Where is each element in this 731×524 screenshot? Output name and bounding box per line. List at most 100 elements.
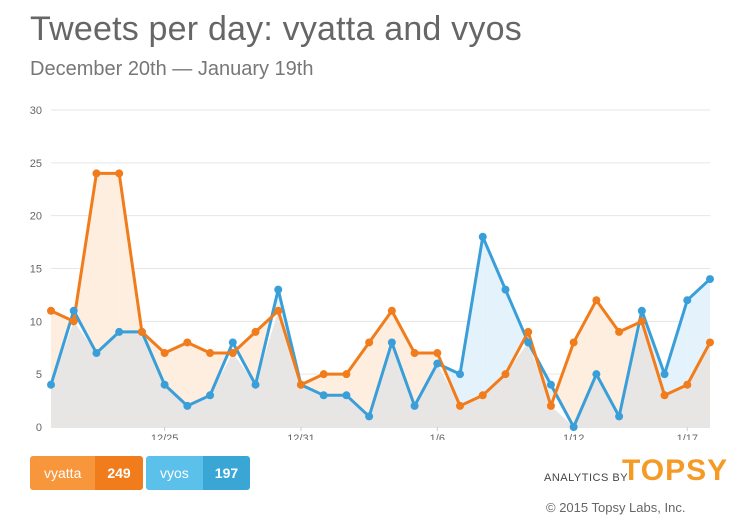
y-tick-label: 0 [36,422,42,434]
data-point-vyatta [228,349,237,358]
y-tick-label: 15 [30,264,42,276]
legend-vyatta-label: vyatta [30,456,96,490]
data-point-vyos [660,370,669,379]
data-point-vyatta [660,391,669,400]
data-point-vyos [69,306,78,315]
data-point-vyos [387,338,396,347]
y-tick-label: 20 [30,211,42,223]
data-point-vyatta [92,169,101,178]
x-tick-label: 12/31 [287,433,315,440]
data-point-vyos [592,370,601,379]
data-point-vyos [206,391,215,400]
data-point-vyos [501,285,510,294]
difference-area [346,342,370,417]
data-point-vyatta [296,380,305,389]
difference-area [505,289,526,375]
difference-area [323,374,347,396]
x-tick-label: 1/17 [677,433,698,440]
data-point-vyatta [274,306,283,315]
data-point-vyos [274,285,283,294]
data-point-vyos [365,412,374,421]
legend-vyos-total: 197 [202,456,251,490]
data-point-vyatta [524,327,533,336]
data-point-vyos [456,370,465,379]
x-tick-label: 12/25 [151,433,179,440]
data-point-vyos [683,296,692,305]
data-point-vyos [615,412,624,421]
series-line-vyos [49,235,712,429]
analytics-by-text: ANALYTICS BY [544,472,629,484]
data-point-vyos [160,380,169,389]
data-point-vyatta [115,169,124,178]
data-point-vyos [706,275,714,284]
data-point-vyatta [410,349,419,358]
data-point-vyos [342,391,351,400]
data-point-vyatta [501,370,510,379]
difference-area [687,279,710,385]
data-point-vyatta [546,401,555,410]
data-point-vyatta [637,317,646,326]
data-point-vyatta [69,317,78,326]
data-point-vyatta [183,338,192,347]
series-line-vyatta [50,171,712,408]
data-point-vyatta [456,401,465,410]
data-point-vyatta [387,306,396,315]
data-point-vyos [228,338,237,347]
data-point-vyatta [365,338,374,347]
data-point-vyos [115,327,124,336]
data-point-vyos [183,401,192,410]
data-point-vyatta [319,370,328,379]
data-point-vyos [478,232,487,241]
difference-area [664,300,688,396]
copyright-text: © 2015 Topsy Labs, Inc. [546,500,686,515]
data-point-vyos [319,391,328,400]
legend-vyos-label: vyos [146,456,203,490]
difference-area [96,173,120,354]
data-point-vyos [47,380,55,389]
difference-area [369,310,392,417]
chart-subtitle: December 20th — January 19th [30,58,314,80]
data-point-vyos [433,359,442,368]
data-point-vyatta [47,306,55,315]
difference-area [391,310,415,406]
data-point-vyatta [478,391,487,400]
legend-vyatta-total: 249 [95,456,143,490]
data-point-vyos [546,380,555,389]
data-point-vyos [637,306,646,315]
difference-area [187,342,211,406]
x-tick-label: 1/6 [430,433,445,440]
difference-area [573,300,597,427]
y-tick-label: 30 [30,105,42,117]
data-point-vyatta [206,349,215,358]
overlap-area [51,310,710,427]
data-point-vyatta [683,380,692,389]
difference-area [596,300,620,417]
data-point-vyatta [137,327,146,336]
data-point-vyos [251,380,260,389]
y-tick-label: 25 [30,158,42,170]
x-tick-label: 1/12 [563,433,584,440]
data-point-vyatta [592,296,601,305]
difference-area [300,374,324,396]
data-point-vyatta [342,370,351,379]
data-point-vyatta [615,327,624,336]
data-point-vyatta [433,349,442,358]
difference-area [482,236,506,396]
y-tick-label: 5 [36,369,42,381]
y-tick-label: 10 [30,316,42,328]
data-point-vyatta [569,338,578,347]
tweets-line-chart: 0 5 10 15 20 25 30 12/25 12/31 1/6 1/12 1/17 [30,105,714,440]
data-point-vyos [410,401,419,410]
topsy-logo[interactable]: TOPSY [622,454,729,487]
difference-area [555,342,574,427]
legend-vyatta[interactable]: vyatta 249 [30,456,143,490]
chart-title: Tweets per day: vyatta and vyos [30,10,522,48]
data-point-vyos [92,349,101,358]
data-point-vyos [569,423,578,431]
difference-area [74,173,97,354]
data-point-vyos [524,338,533,347]
data-point-vyatta [706,338,714,347]
data-point-vyatta [251,327,260,336]
legend-vyos[interactable]: vyos 197 [146,456,251,490]
data-point-vyatta [160,349,169,358]
